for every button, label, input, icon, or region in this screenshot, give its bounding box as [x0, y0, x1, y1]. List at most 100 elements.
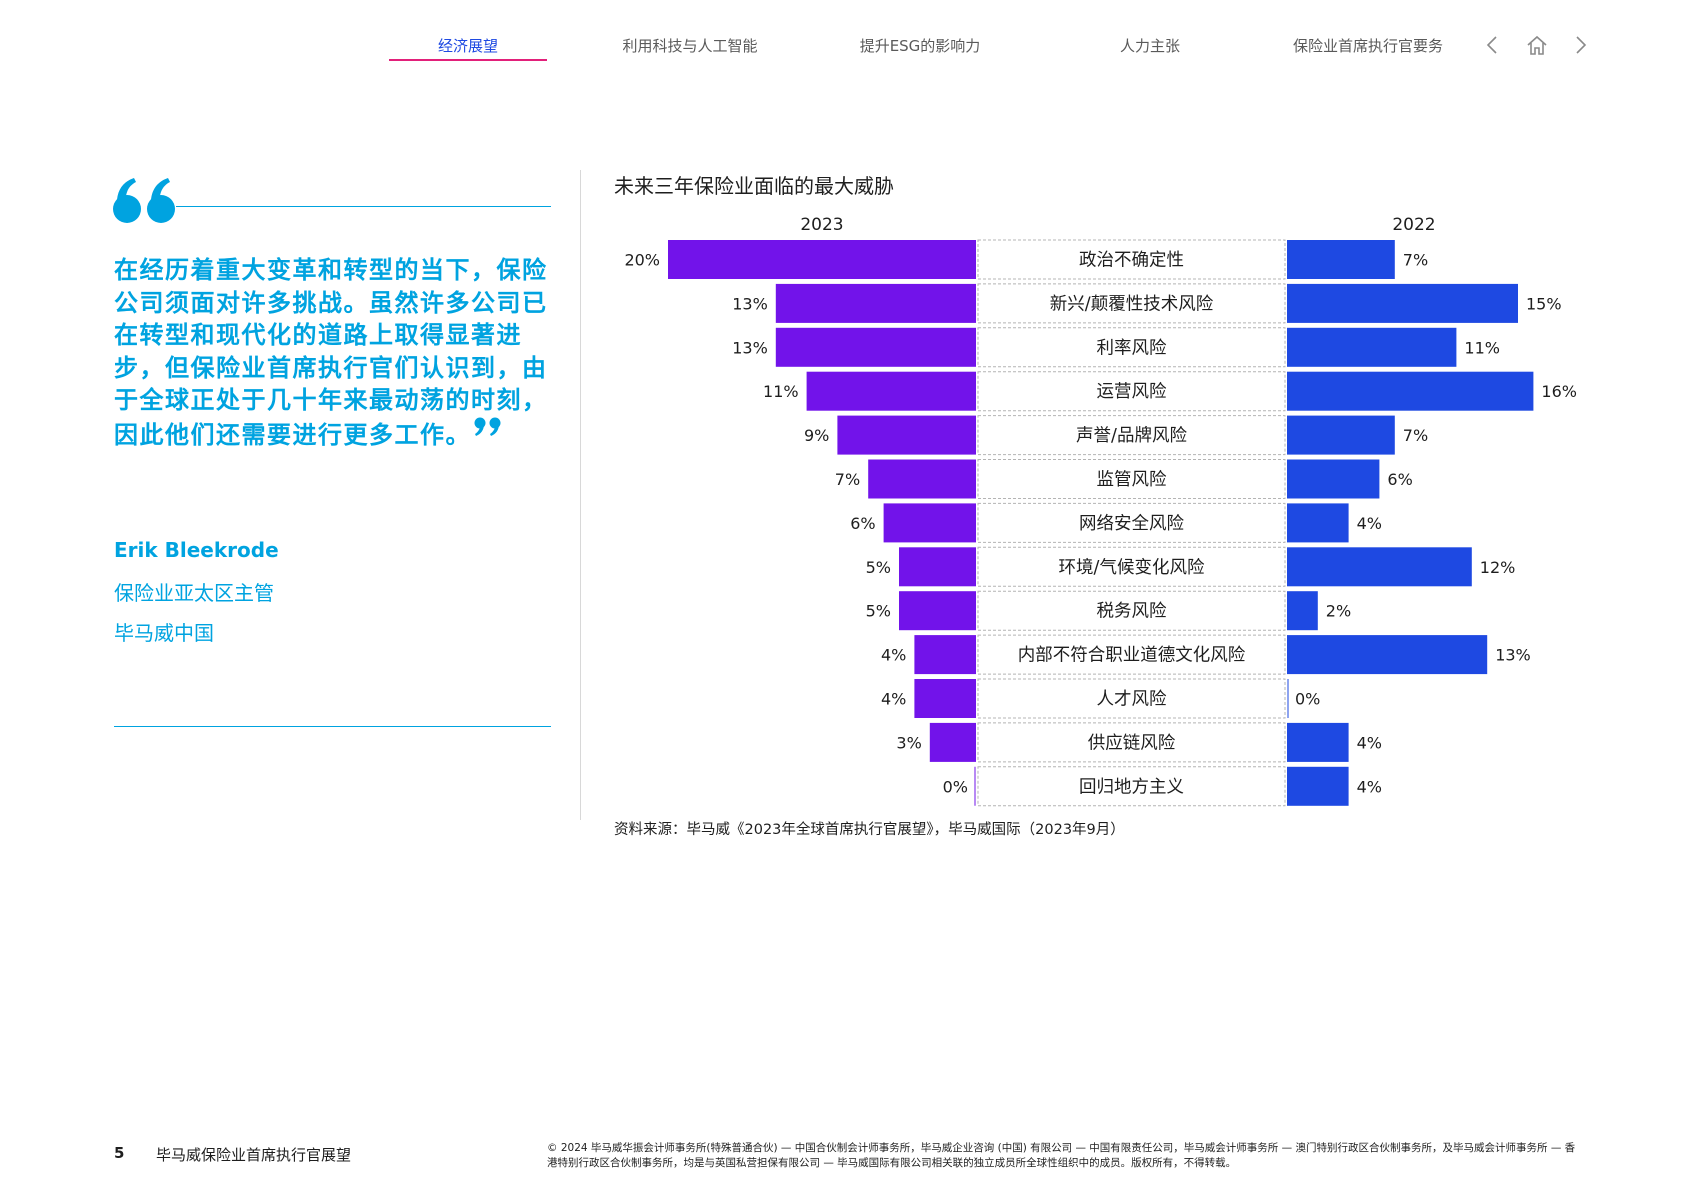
- value-label-2023: 13%: [732, 338, 768, 357]
- tab-talent[interactable]: 人力主张: [1119, 37, 1180, 55]
- tab-esg-impact[interactable]: 提升ESG的影响力: [859, 37, 981, 55]
- tab-ceo-priorities[interactable]: 保险业首席执行官要务: [1292, 37, 1443, 55]
- category-label: 内部不符合职业道德文化风险: [1018, 646, 1246, 666]
- bar-2023: [914, 679, 976, 718]
- bar-2023: [668, 240, 976, 279]
- value-label-2022: 13%: [1495, 646, 1531, 665]
- value-label-2023: 4%: [881, 646, 906, 665]
- bar-2023: [775, 283, 976, 323]
- active-tab-indicator: [389, 59, 547, 61]
- bar-2023: [883, 503, 976, 543]
- home-icon: [1527, 35, 1547, 55]
- home-button[interactable]: [1522, 30, 1552, 60]
- tab-technology-ai[interactable]: 利用科技与人工智能: [622, 37, 758, 55]
- pull-quote: 在经历着重大变革和转型的当下，保险公司须面对许多挑战。虽然许多公司已在转型和现代…: [114, 254, 552, 451]
- category-label: 新兴/颠覆性技术风险: [1050, 294, 1214, 314]
- bar-2022: [1287, 547, 1472, 587]
- quote-author-name: Erik Bleekrode: [114, 538, 279, 562]
- value-label-2023: 4%: [881, 690, 906, 709]
- bar-2022: [1287, 283, 1518, 323]
- value-label-2022: 4%: [1357, 777, 1382, 796]
- value-label-2022: 4%: [1357, 514, 1382, 533]
- bar-2023: [929, 722, 976, 762]
- value-label-2022: 4%: [1357, 733, 1382, 752]
- category-label: 政治不确定性: [1079, 251, 1184, 271]
- value-label-2022: 11%: [1464, 338, 1500, 357]
- bar-2022: [1287, 591, 1318, 631]
- category-box: [977, 722, 1286, 763]
- value-label-2023: 6%: [850, 514, 875, 533]
- value-label-2023: 3%: [896, 733, 921, 752]
- bar-2022: [1287, 371, 1534, 411]
- page-number: 5: [114, 1144, 125, 1162]
- category-label: 税务风险: [1097, 602, 1167, 622]
- category-label: 利率风险: [1097, 338, 1167, 358]
- quote-author-role: 保险业亚太区主管: [114, 581, 274, 605]
- category-label: 运营风险: [1097, 382, 1167, 402]
- value-label-2022: 6%: [1387, 470, 1412, 489]
- series-header-2022: 2022: [1392, 215, 1435, 235]
- value-label-2022: 2%: [1326, 602, 1351, 621]
- bar-2022: [1287, 503, 1349, 543]
- bar-2022: [1287, 635, 1488, 675]
- bar-2023: [914, 635, 976, 675]
- value-label-2023: 0%: [943, 777, 968, 796]
- footer-doc-title: 毕马威保险业首席执行官展望: [156, 1146, 352, 1164]
- quote-author-org: 毕马威中国: [114, 621, 214, 645]
- bar-2023: [899, 591, 976, 631]
- category-label: 回归地方主义: [1079, 777, 1184, 797]
- value-label-2023: 5%: [866, 558, 891, 577]
- bar-2023: [868, 459, 976, 499]
- chart-title: 未来三年保险业面临的最大威胁: [614, 174, 894, 198]
- value-label-2022: 12%: [1480, 558, 1516, 577]
- bar-2022: [1287, 327, 1457, 367]
- bar-2022: [1287, 415, 1395, 455]
- category-box: [977, 283, 1286, 324]
- value-label-2023: 13%: [732, 294, 768, 313]
- pull-quote-text: 在经历着重大变革和转型的当下，保险公司须面对许多挑战。虽然许多公司已在转型和现代…: [114, 256, 548, 449]
- category-box: [977, 590, 1286, 631]
- category-box: [977, 766, 1286, 807]
- category-box: [977, 327, 1286, 368]
- open-quote-icon: [113, 178, 175, 223]
- category-box: [977, 371, 1286, 412]
- quote-bottom-rule: [114, 726, 551, 727]
- category-box: [977, 634, 1286, 675]
- category-box: [977, 678, 1286, 719]
- value-label-2023: 9%: [804, 426, 829, 445]
- value-label-2022: 16%: [1541, 382, 1577, 401]
- prev-page-button[interactable]: [1478, 30, 1508, 60]
- chevron-right-icon: [1576, 36, 1587, 54]
- value-label-2022: 7%: [1403, 251, 1428, 270]
- value-label-2022: 15%: [1526, 294, 1562, 313]
- category-label: 供应链风险: [1088, 733, 1176, 753]
- bar-2022: [1287, 722, 1349, 762]
- category-box: [977, 502, 1286, 543]
- category-box: [977, 546, 1286, 587]
- category-label: 声誉/品牌风险: [1076, 426, 1187, 446]
- value-label-2023: 7%: [835, 470, 860, 489]
- footer-legal-notice: © 2024 毕马威华振会计师事务所(特殊普通合伙) — 中国合伙制会计师事务所…: [547, 1142, 1576, 1169]
- value-label-2022: 0%: [1295, 690, 1320, 709]
- category-label: 环境/气候变化风险: [1059, 558, 1205, 578]
- close-quote-icon: [474, 417, 501, 436]
- series-header-2023: 2023: [800, 215, 843, 235]
- column-divider: [580, 170, 581, 820]
- chart-source: 资料来源：毕马威《2023年全球首席执行官展望》，毕马威国际（2023年9月）: [614, 822, 1125, 838]
- value-label-2023: 5%: [866, 602, 891, 621]
- bar-2023: [806, 371, 976, 411]
- value-label-2023: 11%: [763, 382, 799, 401]
- quote-top-rule: [176, 206, 551, 207]
- bar-2022: [1287, 240, 1395, 279]
- category-box: [977, 459, 1286, 499]
- next-page-button[interactable]: [1565, 30, 1595, 60]
- category-label: 监管风险: [1097, 470, 1167, 490]
- bar-2022: [1287, 459, 1380, 499]
- tab-economic-outlook[interactable]: 经济展望: [437, 37, 498, 55]
- category-label: 网络安全风险: [1079, 514, 1184, 534]
- bar-2023: [775, 327, 976, 367]
- category-label: 人才风险: [1097, 690, 1167, 710]
- category-box: [977, 239, 1286, 280]
- bar-2023: [899, 547, 976, 587]
